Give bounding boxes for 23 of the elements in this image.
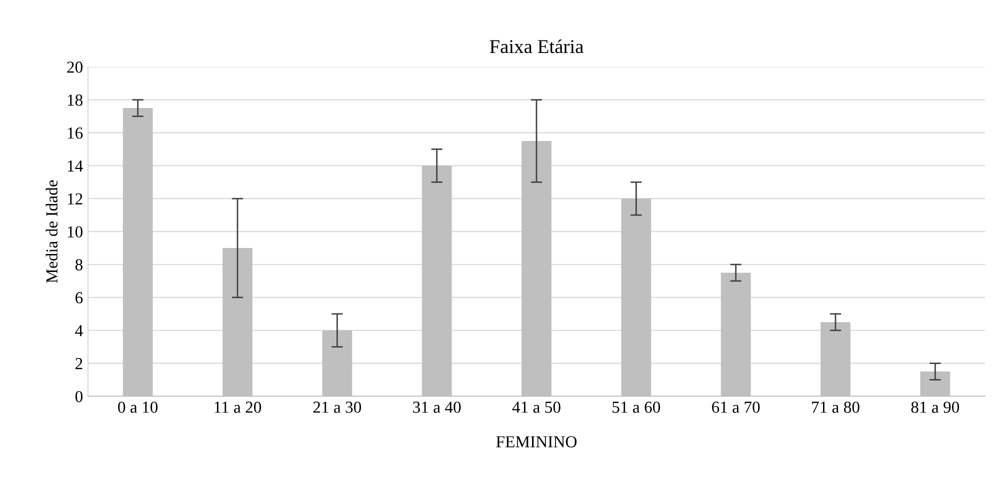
chart-title: Faixa Etária <box>490 39 584 54</box>
y-tick-label: 20 <box>67 62 83 73</box>
y-tick-label: 6 <box>76 292 83 304</box>
x-tick-label: 0 a 10 <box>118 402 158 413</box>
y-tick-label: 14 <box>68 160 83 172</box>
y-tick-label: 12 <box>68 193 82 204</box>
x-tick-label: 81 a 90 <box>911 402 960 413</box>
x-tick-label: 41 a 50 <box>512 402 560 413</box>
y-axis-title: Media de Idade <box>46 180 58 283</box>
x-tick-label: 61 a 70 <box>712 402 760 413</box>
y-tick-label: 4 <box>75 325 83 336</box>
x-tick-label: 11 a 20 <box>214 402 262 413</box>
y-tick-label: 8 <box>75 259 83 270</box>
y-tick-label: 10 <box>68 226 83 238</box>
x-tick-label: 21 a 30 <box>313 402 362 413</box>
y-tick-label: 0 <box>75 390 83 402</box>
x-tick-label: 31 a 40 <box>413 402 461 413</box>
y-tick-label: 16 <box>68 127 83 139</box>
x-axis-title: FEMININO <box>496 436 577 448</box>
x-tick-label: 71 a 80 <box>812 402 860 413</box>
x-tick-label: 51 a 60 <box>612 402 660 413</box>
y-tick-label: 2 <box>76 358 82 370</box>
y-tick-label: 18 <box>68 94 83 106</box>
